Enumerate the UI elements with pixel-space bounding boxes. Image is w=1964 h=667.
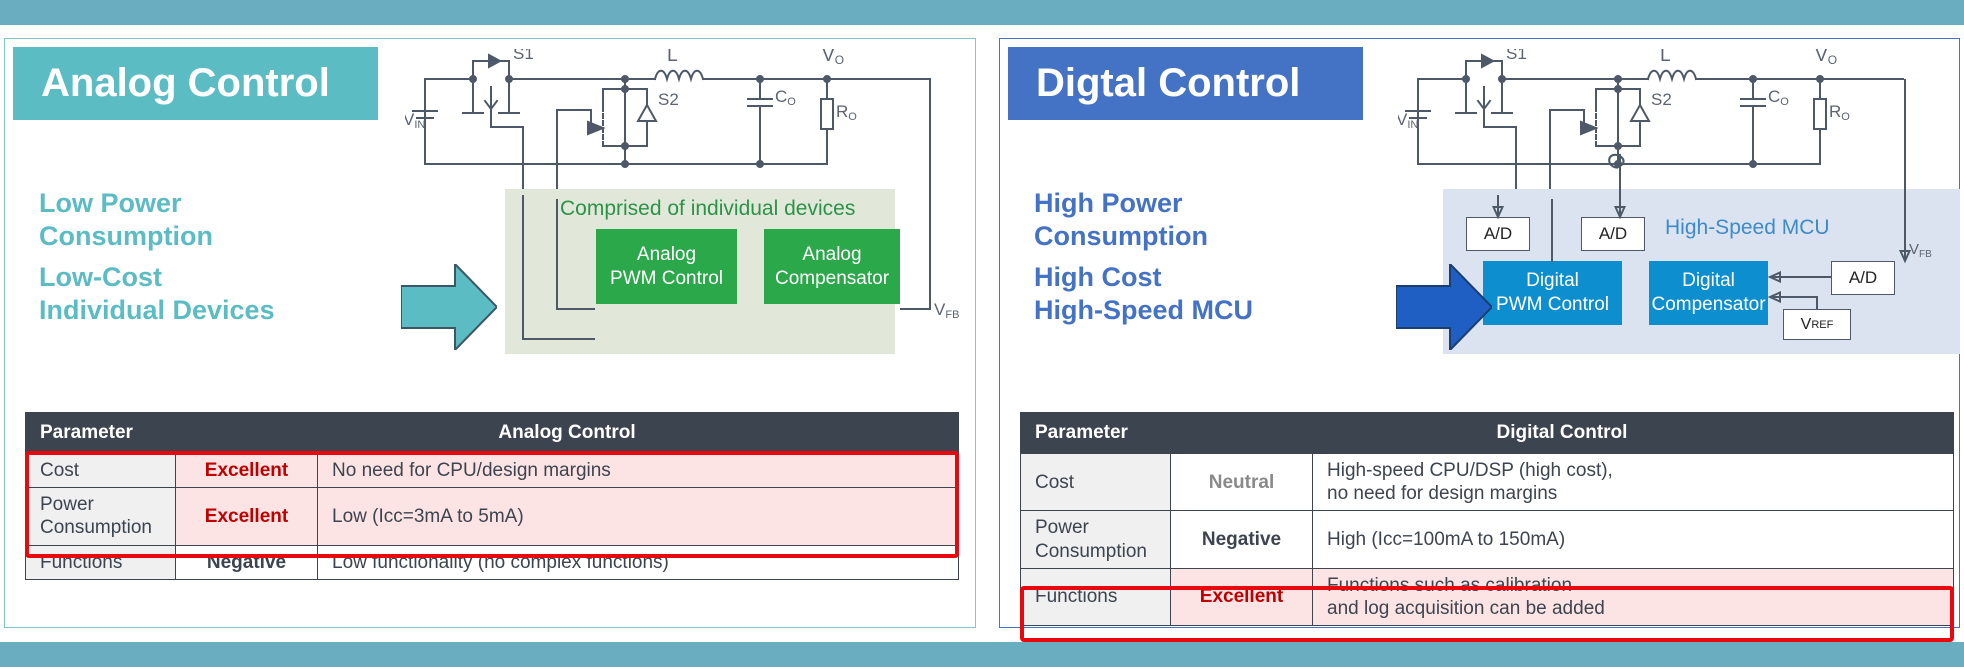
svg-text:VFB: VFB — [1909, 241, 1932, 260]
svg-text:VFB: VFB — [934, 300, 959, 321]
